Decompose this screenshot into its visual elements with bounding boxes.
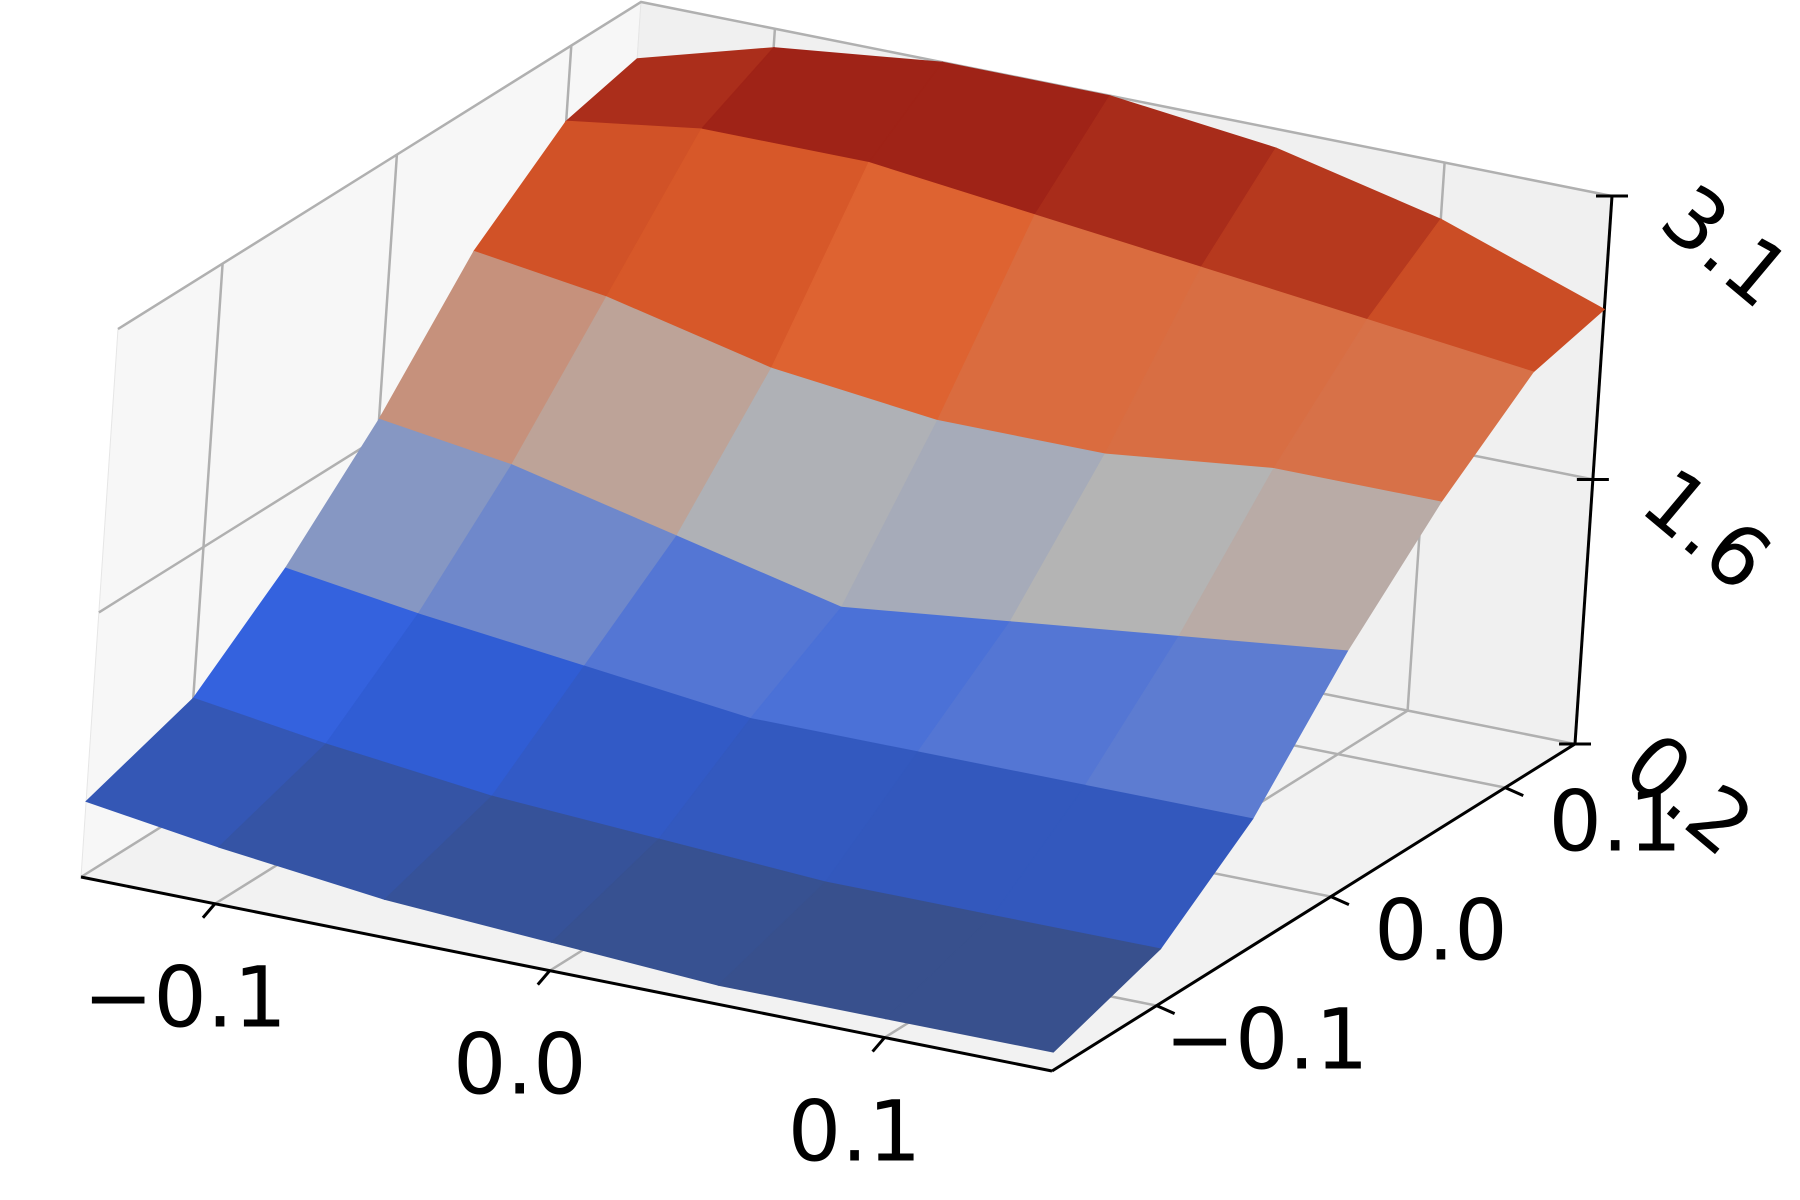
y-tick — [1504, 786, 1524, 797]
surface-patch — [884, 914, 1162, 1053]
x-tick-label: 0.1 — [788, 1082, 922, 1180]
y-tick-label: 0.0 — [1374, 882, 1508, 980]
y-tick-label: 0.1 — [1548, 773, 1682, 871]
x-tick — [536, 969, 551, 986]
x-tick-label: −0.1 — [83, 949, 287, 1047]
y-axis — [1051, 742, 1576, 1073]
y-tick-label: −0.1 — [1165, 991, 1369, 1089]
x-tick-label: 0.0 — [453, 1016, 587, 1114]
x-tick — [871, 1036, 886, 1053]
y-tick — [1155, 1004, 1176, 1015]
z-tick-label: 1.6 — [1624, 449, 1789, 610]
x-axis — [80, 875, 1053, 1073]
x-tick — [201, 902, 217, 919]
z-tick-label: 3.1 — [1643, 166, 1800, 327]
z-grid-line — [117, 0, 1613, 331]
z-axis — [1573, 195, 1614, 745]
y-tick — [1330, 895, 1350, 906]
